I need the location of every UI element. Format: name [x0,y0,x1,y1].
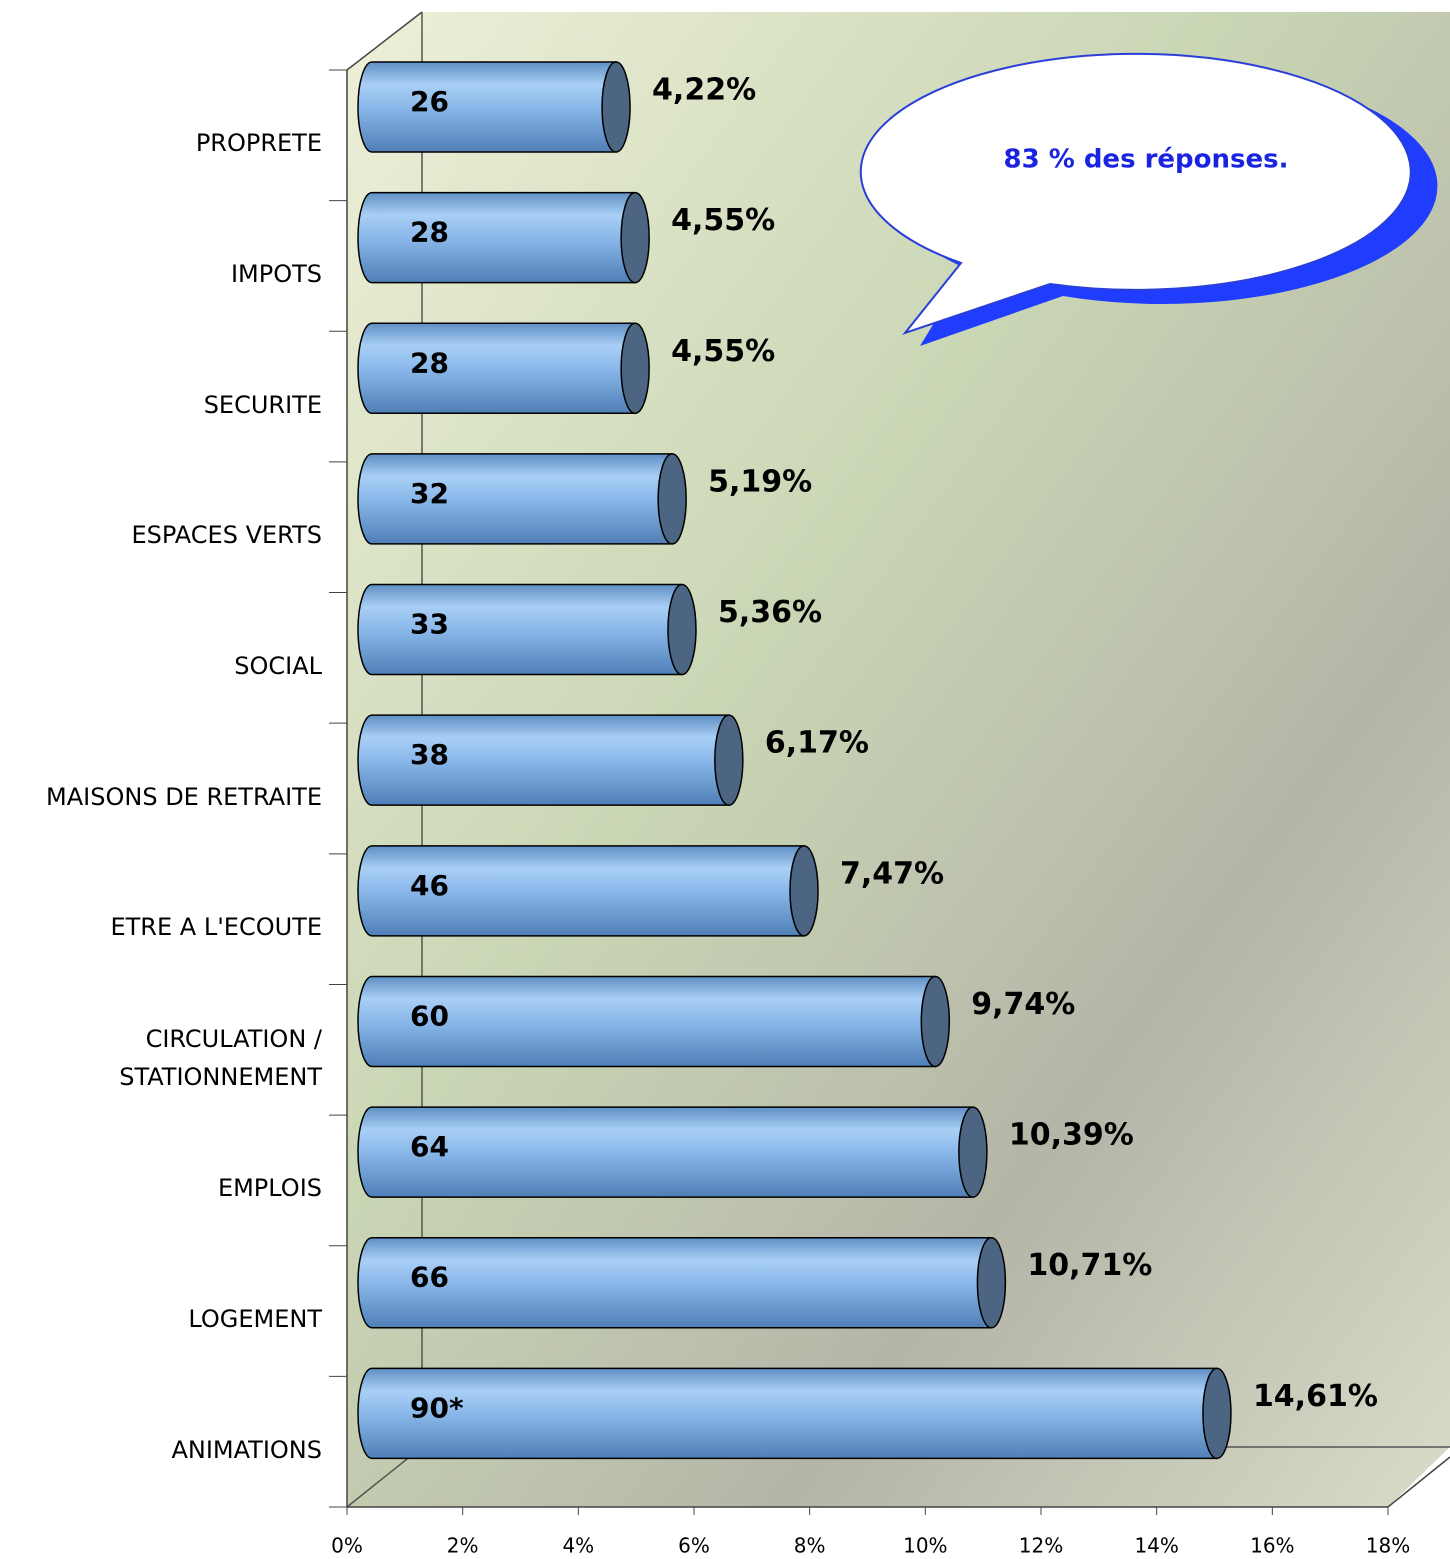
count-label: 64 [410,1130,449,1163]
bar [358,1368,1231,1458]
bar-body [358,1107,973,1197]
y-tick-label: MAISONS DE RETRAITE [0,778,322,816]
bar-cap [658,454,686,544]
y-tick-label: ETRE A L'ECOUTE [0,908,322,946]
count-label: 33 [410,608,449,641]
value-label: 5,19% [708,464,812,499]
bar [358,1238,1005,1328]
bar-body [358,193,635,283]
value-label: 9,74% [971,987,1075,1022]
value-label: 10,71% [1027,1248,1152,1283]
bar [358,193,649,283]
bar [358,62,630,152]
page: {"chart_data": {"type": "bar", "orientat… [0,0,1450,1559]
bar-cap [977,1238,1005,1328]
y-tick-label: ANIMATIONS [0,1431,322,1469]
bar [358,1107,987,1197]
bar-cap [921,976,949,1066]
y-tick-label: SECURITE [0,386,322,424]
y-tick-label: LOGEMENT [0,1300,322,1338]
y-tick-label: EMPLOIS [0,1169,322,1207]
bar-cap [602,62,630,152]
count-label: 28 [410,346,449,379]
value-label: 4,55% [671,334,775,369]
x-tick-label: 12% [1019,1534,1063,1558]
count-label: 26 [410,85,449,118]
value-label: 14,61% [1253,1379,1378,1414]
count-label: 32 [410,477,449,510]
bar-cap [790,846,818,936]
bar-cap [1203,1368,1231,1458]
y-tick-label: SOCIAL [0,647,322,685]
value-label: 10,39% [1009,1118,1134,1153]
count-label: 60 [410,999,449,1032]
bar-body [358,454,672,544]
x-tick-label: 6% [678,1534,710,1558]
count-label: 90* [410,1391,464,1424]
bar-body [358,585,682,675]
x-tick-label: 16% [1250,1534,1294,1558]
y-tick-label: IMPOTS [0,255,322,293]
count-label: 46 [410,869,449,902]
value-label: 6,17% [765,726,869,761]
x-tick-label: 0% [331,1534,363,1558]
bar-cap [959,1107,987,1197]
count-label: 38 [410,738,449,771]
y-tick-label: ESPACES VERTS [0,516,322,554]
bar-cap [621,323,649,413]
bar [358,454,686,544]
x-tick-label: 8% [794,1534,826,1558]
value-label: 5,36% [718,595,822,630]
x-tick-label: 4% [562,1534,594,1558]
x-tick-label: 14% [1134,1534,1178,1558]
y-tick-label: CIRCULATION / STATIONNEMENT [0,1020,322,1096]
x-tick-label: 18% [1366,1534,1410,1558]
x-tick-label: 2% [447,1534,479,1558]
count-label: 66 [410,1261,449,1294]
x-tick-label: 10% [903,1534,947,1558]
value-label: 4,55% [671,203,775,238]
bar [358,323,649,413]
bar-body [358,62,616,152]
bar-body [358,1238,991,1328]
bar-cap [715,715,743,805]
bar-body [358,1368,1217,1458]
value-label: 4,22% [652,73,756,108]
bar-body [358,323,635,413]
value-label: 7,47% [840,856,944,891]
y-tick-label: PROPRETE [0,124,322,162]
bar-cap [668,585,696,675]
count-label: 28 [410,216,449,249]
bar [358,585,696,675]
annotation: 83 % des réponses. [1003,145,1288,175]
bar-cap [621,193,649,283]
